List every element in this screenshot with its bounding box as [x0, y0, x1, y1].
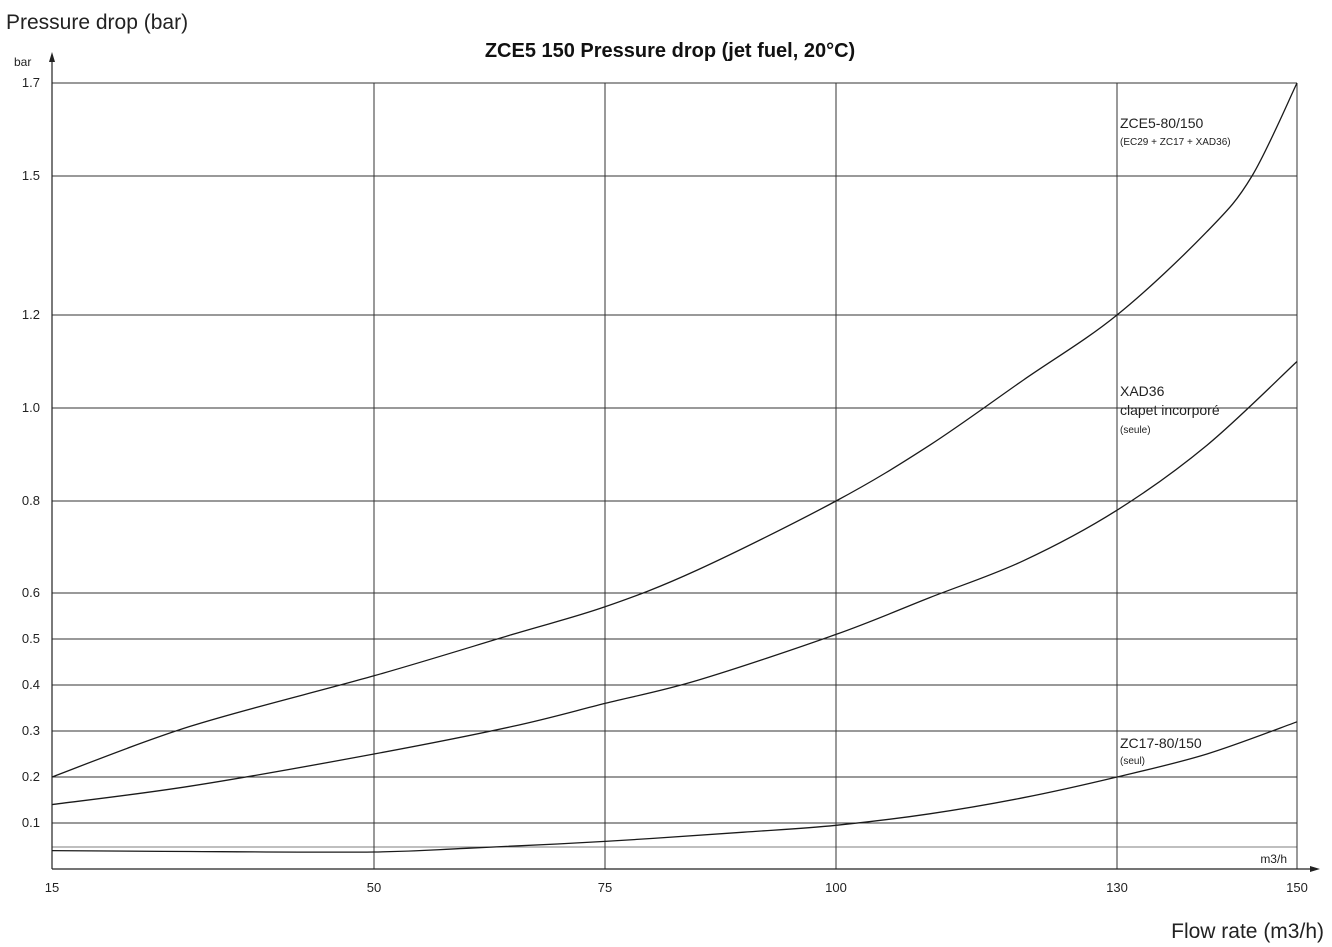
y-tick-label: 0.4 [22, 677, 40, 692]
y-tick-label: 1.0 [22, 400, 40, 415]
x-unit-label: m3/h [1260, 852, 1287, 866]
series-sublabel-zc17: (seul) [1120, 756, 1145, 767]
x-tick-label: 75 [598, 880, 612, 895]
series-line-xad36 [51, 361, 1298, 806]
x-tick-label: 150 [1286, 880, 1308, 895]
series-label-xad36-line2: clapet incorporé [1120, 402, 1220, 418]
y-tick-label: 0.2 [22, 769, 40, 784]
x-tick-label: 15 [45, 880, 59, 895]
y-tick-label: 0.8 [22, 493, 40, 508]
series-line-zc17 [51, 721, 1298, 853]
y-tick-label: 0.1 [22, 815, 40, 830]
series-label-zce5: ZCE5-80/150 [1120, 115, 1203, 131]
tick-labels-layer: 0.1 0.2 0.3 0.4 0.5 0.6 0.8 1.0 1.2 1.5 1.7 15 50 75 1… [14, 55, 1308, 895]
chart-title: ZCE5 150 Pressure drop (jet fuel, 20°C) [485, 40, 855, 62]
series-label-xad36: XAD36 [1120, 383, 1165, 399]
x-tick-label: 130 [1106, 880, 1128, 895]
series-labels-layer: ZCE5-80/150 (EC29 + ZC17 + XAD36) XAD36 cla… [1120, 115, 1231, 767]
y-tick-label: 0.6 [22, 585, 40, 600]
series-sublabel-xad36: (seule) [1120, 425, 1151, 436]
y-tick-label: 1.2 [22, 307, 40, 322]
x-tick-label: 100 [825, 880, 847, 895]
y-tick-label: 0.5 [22, 631, 40, 646]
outer-x-axis-label: Flow rate (m3/h) [1171, 920, 1324, 943]
y-axis-arrow [49, 52, 55, 62]
x-axis-arrow [1310, 866, 1320, 872]
y-unit-label: bar [14, 55, 31, 69]
series-line-zce5 [51, 82, 1298, 778]
y-tick-label: 1.5 [22, 168, 40, 183]
grid-layer [51, 82, 1298, 869]
y-tick-label: 1.7 [22, 75, 40, 90]
series-label-zc17: ZC17-80/150 [1120, 735, 1202, 751]
outer-y-axis-label: Pressure drop (bar) [6, 11, 188, 34]
x-tick-label: 50 [367, 880, 381, 895]
axes-layer [49, 52, 1320, 872]
y-tick-label: 0.3 [22, 723, 40, 738]
series-layer [51, 82, 1298, 853]
series-sublabel-zce5: (EC29 + ZC17 + XAD36) [1120, 137, 1231, 148]
